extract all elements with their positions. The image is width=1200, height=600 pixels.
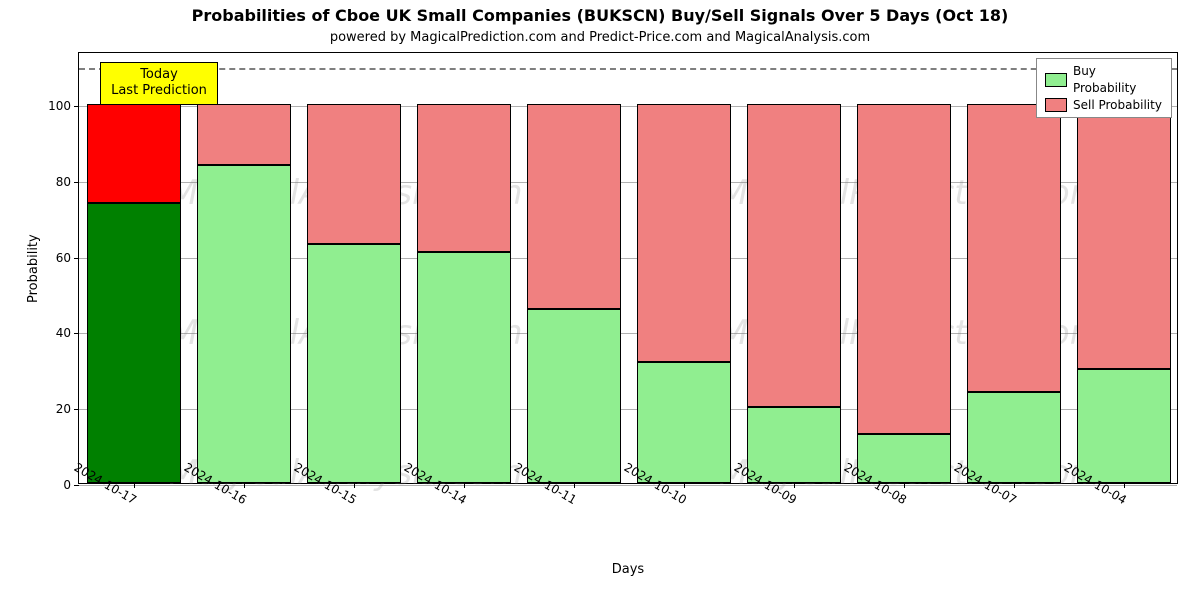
sell-bar bbox=[967, 104, 1061, 392]
x-tick-mark bbox=[684, 483, 685, 488]
buy-bar bbox=[87, 203, 181, 483]
legend-label: Sell Probability bbox=[1073, 97, 1162, 114]
legend: Buy ProbabilitySell Probability bbox=[1036, 58, 1172, 118]
buy-bar bbox=[197, 165, 291, 483]
buy-bar bbox=[417, 252, 511, 483]
buy-bar bbox=[637, 362, 731, 483]
buy-bar bbox=[1077, 369, 1171, 483]
bar-group bbox=[637, 51, 731, 483]
buy-bar bbox=[527, 309, 621, 483]
bar-group bbox=[307, 51, 401, 483]
sell-bar bbox=[637, 104, 731, 362]
chart-subtitle: powered by MagicalPrediction.com and Pre… bbox=[0, 30, 1200, 45]
buy-bar bbox=[747, 407, 841, 483]
legend-label: Buy Probability bbox=[1073, 63, 1163, 97]
x-tick-mark bbox=[134, 483, 135, 488]
x-tick-mark bbox=[354, 483, 355, 488]
x-tick-mark bbox=[464, 483, 465, 488]
sell-bar bbox=[307, 104, 401, 244]
legend-item: Sell Probability bbox=[1045, 97, 1163, 114]
buy-bar bbox=[967, 392, 1061, 483]
x-tick-mark bbox=[574, 483, 575, 488]
bar-group bbox=[197, 51, 291, 483]
sell-bar bbox=[417, 104, 511, 252]
annotation-line: Last Prediction bbox=[111, 83, 207, 99]
plot-area: 020406080100MagicalAnalysis.comMagicalPr… bbox=[78, 52, 1178, 484]
bar-group bbox=[87, 51, 181, 483]
x-tick-mark bbox=[1014, 483, 1015, 488]
legend-swatch bbox=[1045, 73, 1067, 87]
sell-bar bbox=[527, 104, 621, 309]
sell-bar bbox=[747, 104, 841, 407]
bar-group bbox=[417, 51, 511, 483]
today-annotation: TodayLast Prediction bbox=[100, 62, 218, 105]
x-tick-mark bbox=[1124, 483, 1125, 488]
bar-group bbox=[747, 51, 841, 483]
y-axis-label: Probability bbox=[26, 234, 41, 303]
y-tick-label: 0 bbox=[63, 478, 79, 492]
annotation-line: Today bbox=[111, 67, 207, 83]
sell-bar bbox=[197, 104, 291, 165]
y-tick-label: 40 bbox=[56, 326, 79, 340]
chart-container: Probabilities of Cboe UK Small Companies… bbox=[0, 0, 1200, 600]
sell-bar bbox=[1077, 104, 1171, 369]
bar-group bbox=[857, 51, 951, 483]
x-tick-mark bbox=[794, 483, 795, 488]
sell-bar bbox=[87, 104, 181, 203]
y-tick-label: 100 bbox=[48, 99, 79, 113]
legend-swatch bbox=[1045, 98, 1067, 112]
legend-item: Buy Probability bbox=[1045, 63, 1163, 97]
sell-bar bbox=[857, 104, 951, 434]
x-tick-mark bbox=[244, 483, 245, 488]
buy-bar bbox=[307, 244, 401, 483]
bar-group bbox=[527, 51, 621, 483]
x-tick-mark bbox=[904, 483, 905, 488]
chart-title: Probabilities of Cboe UK Small Companies… bbox=[0, 6, 1200, 25]
y-tick-label: 60 bbox=[56, 251, 79, 265]
y-tick-label: 20 bbox=[56, 402, 79, 416]
y-tick-label: 80 bbox=[56, 175, 79, 189]
x-axis-label: Days bbox=[78, 562, 1178, 577]
